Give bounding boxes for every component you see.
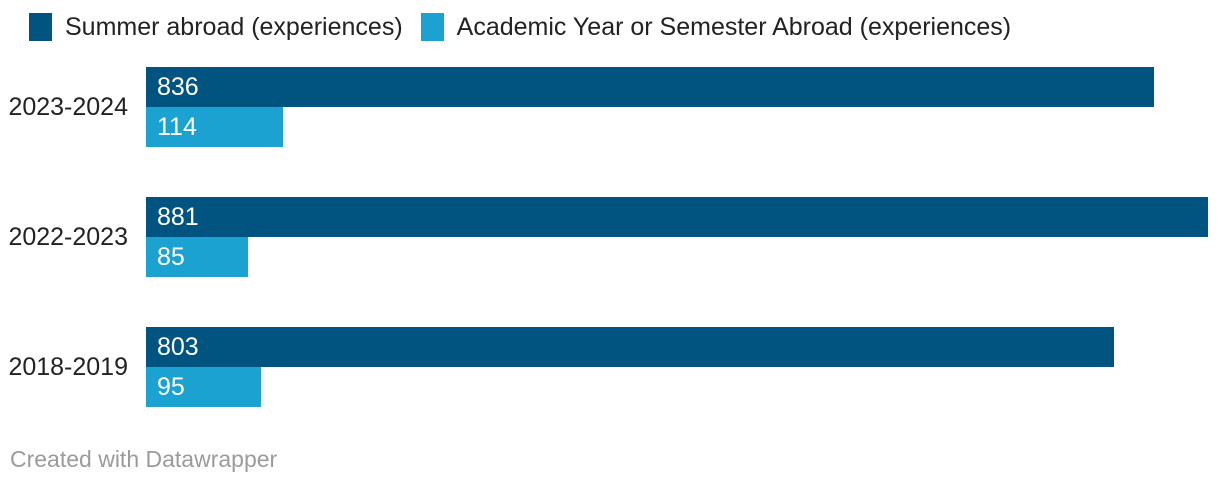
legend-label: Summer abroad (experiences)	[65, 13, 403, 41]
category-label: 2023-2024	[8, 92, 128, 121]
bar-value-label: 95	[157, 372, 185, 401]
datawrapper-attribution-link[interactable]: Created with Datawrapper	[10, 446, 278, 472]
bar-value-label: 881	[157, 202, 199, 231]
bar-value-label: 85	[157, 242, 185, 271]
legend-label: Academic Year or Semester Abroad (experi…	[456, 13, 1012, 41]
bar-academic-year-or-semester-abro: 95	[146, 367, 261, 407]
chart-row-2022-2023: 2022-2023 881 85	[0, 197, 1220, 277]
bar-academic-year-or-semester-abro: 85	[146, 237, 249, 277]
bar-value-label: 836	[157, 72, 199, 101]
chart-row-2023-2024: 2023-2024 836 114	[0, 67, 1220, 147]
bar-summer-abroad-experiences: 803	[146, 327, 1114, 367]
legend-item-academic-year-or-semester-abro: Academic Year or Semester Abroad (experi…	[420, 12, 1012, 42]
bar-group: 881 85	[146, 197, 1208, 277]
bar-academic-year-or-semester-abro: 114	[146, 107, 284, 147]
bar-group: 836 114	[146, 67, 1208, 147]
category-label: 2022-2023	[8, 222, 128, 251]
legend-swatch-icon	[29, 13, 52, 41]
chart-row-2018-2019: 2018-2019 803 95	[0, 327, 1220, 407]
bar-summer-abroad-experiences: 836	[146, 67, 1154, 107]
legend-swatch-icon	[420, 13, 444, 41]
bar-value-label: 114	[157, 112, 197, 141]
legend-item-summer-abroad-experiences: Summer abroad (experiences)	[29, 12, 403, 42]
bar-summer-abroad-experiences: 881	[146, 197, 1208, 237]
chart-rows: 2023-2024 836 114 2022-2023 881 85 2018-2019 80…	[0, 67, 1220, 457]
legend: Summer abroad (experiences) Academic Year…	[29, 12, 1011, 42]
category-label: 2018-2019	[8, 352, 128, 381]
bar-value-label: 803	[157, 332, 199, 361]
bar-group: 803 95	[146, 327, 1208, 407]
